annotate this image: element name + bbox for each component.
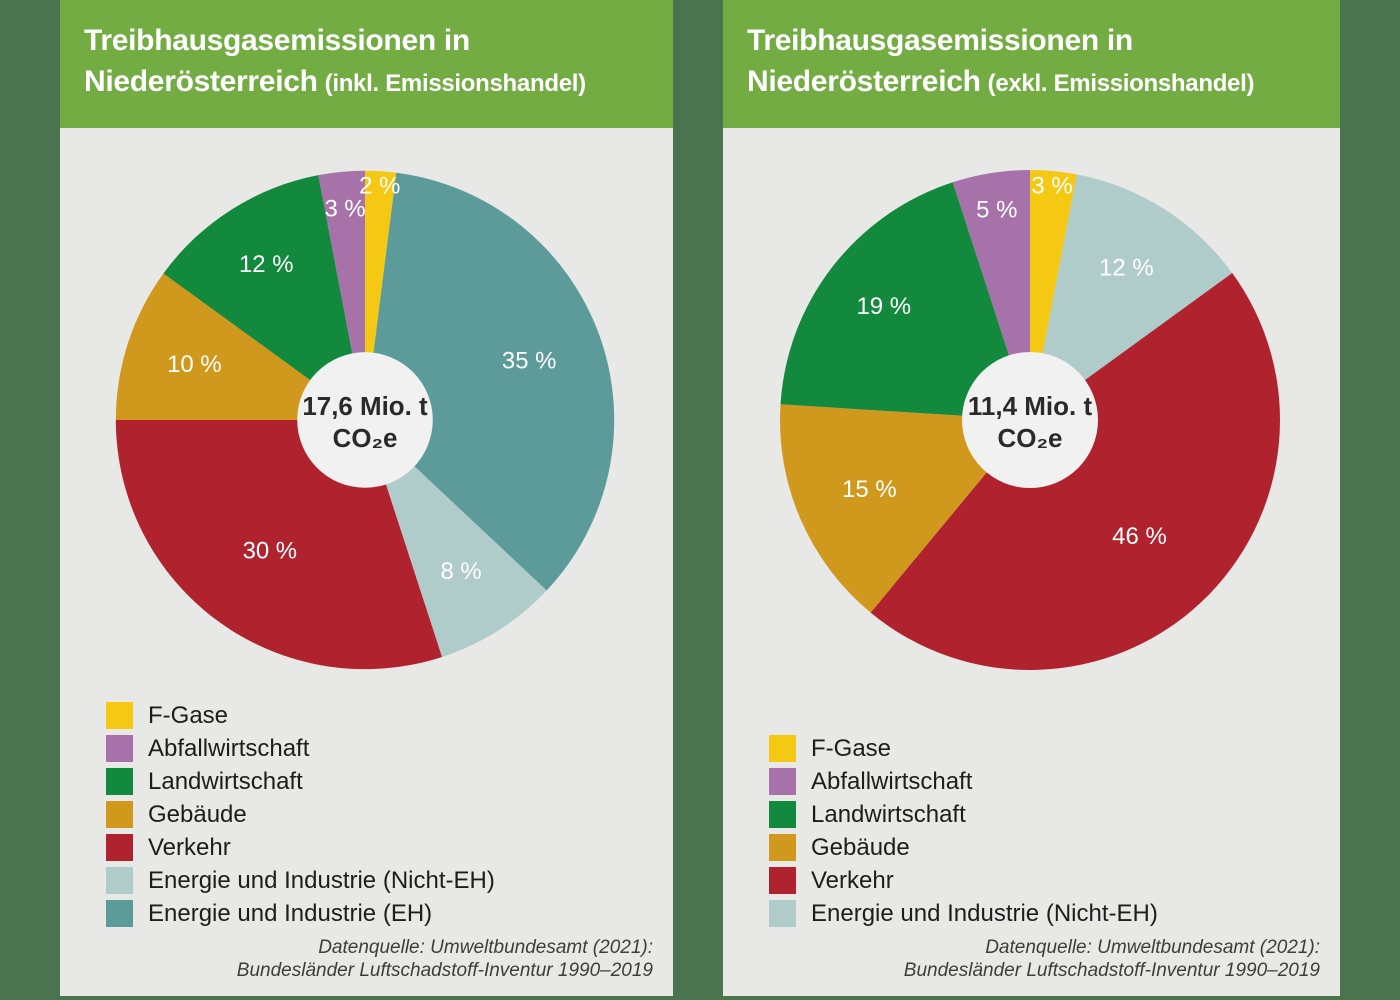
legend-swatch xyxy=(769,768,796,795)
slice-value-label: 5 % xyxy=(976,197,1017,224)
pie-slice-Energie und Industrie (Nicht-EH) xyxy=(1030,174,1233,420)
chart-legend: F-Gase Abfallwirtschaft Landwirtschaft Gebä… xyxy=(60,686,673,930)
legend-swatch xyxy=(106,735,133,762)
legend-item: Gebäude xyxy=(106,798,673,831)
legend-swatch xyxy=(106,801,133,828)
legend-swatch xyxy=(106,834,133,861)
slice-value-label: 3 % xyxy=(1031,173,1072,200)
legend-label: Gebäude xyxy=(811,833,910,861)
legend-swatch xyxy=(769,834,796,861)
legend-item: Energie und Industrie (Nicht-EH) xyxy=(769,897,1340,930)
legend-item: Verkehr xyxy=(769,864,1340,897)
legend-label: Landwirtschaft xyxy=(811,800,966,828)
donut-hole xyxy=(962,352,1098,488)
chart-legend: F-Gase Abfallwirtschaft Landwirtschaft Gebä… xyxy=(723,686,1340,930)
pie-slice-Verkehr xyxy=(870,273,1281,671)
source-line2: Bundesländer Luftschadstoff-Inventur 199… xyxy=(236,960,653,981)
panel-header: Treibhausgasemissionen in Niederösterreic… xyxy=(723,0,1340,128)
legend-item: F-Gase xyxy=(106,699,673,732)
donut-chart: 2 % 35 % 8 % 30 % 10 % 12 % 3 % 17,6 Mio. t CO₂e xyxy=(60,128,673,686)
pie-slice-Gebäude xyxy=(779,404,1030,613)
slice-value-label: 19 % xyxy=(856,293,911,320)
donut-svg: 2 % 35 % 8 % 30 % 10 % 12 % 3 % 17,6 Mio. t CO₂e xyxy=(115,170,615,670)
legend-swatch xyxy=(769,801,796,828)
data-source: Datenquelle: Umweltbundesamt (2021): Bund… xyxy=(60,936,653,982)
legend-label: Landwirtschaft xyxy=(148,767,303,795)
pie-slice-Landwirtschaft xyxy=(163,175,366,420)
source-line1: Datenquelle: Umweltbundesamt (2021): xyxy=(985,937,1320,958)
legend-swatch xyxy=(769,900,796,927)
slice-value-label: 3 % xyxy=(324,196,365,223)
legend-label: Abfallwirtschaft xyxy=(811,767,973,795)
legend-item: Abfallwirtschaft xyxy=(106,732,673,765)
legend-item: Energie und Industrie (Nicht-EH) xyxy=(106,864,673,897)
slice-value-label: 2 % xyxy=(359,173,400,200)
panel-inkl-emissionshandel: Treibhausgasemissionen in Niederösterreic… xyxy=(60,0,673,996)
legend-item: Landwirtschaft xyxy=(769,798,1340,831)
legend-label: Gebäude xyxy=(148,800,247,828)
panel-title: Treibhausgasemissionen in Niederösterreic… xyxy=(747,20,1318,104)
source-line1: Datenquelle: Umweltbundesamt (2021): xyxy=(318,937,653,958)
donut-center-label: CO₂e xyxy=(333,425,398,453)
legend-label: Verkehr xyxy=(811,866,894,894)
data-source: Datenquelle: Umweltbundesamt (2021): Bund… xyxy=(723,936,1320,982)
legend-item: Gebäude xyxy=(769,831,1340,864)
title-note: (exkl. Emissionshandel) xyxy=(987,70,1255,97)
legend-swatch xyxy=(106,867,133,894)
legend-item: Energie und Industrie (EH) xyxy=(106,897,673,930)
slice-value-label: 35 % xyxy=(502,347,557,374)
slice-value-label: 30 % xyxy=(243,538,298,565)
pie-slice-Energie und Industrie (EH) xyxy=(365,172,615,591)
donut-center-label: CO₂e xyxy=(997,423,1062,453)
donut-chart: 3 % 12 % 46 % 15 % 19 % 5 % 11,4 Mio. t CO₂e xyxy=(723,128,1340,686)
panel-header: Treibhausgasemissionen in Niederösterreic… xyxy=(60,0,673,128)
legend-swatch xyxy=(106,768,133,795)
legend-label: Abfallwirtschaft xyxy=(148,734,310,762)
panel-title: Treibhausgasemissionen in Niederösterreic… xyxy=(84,20,651,104)
legend-item: F-Gase xyxy=(769,732,1340,765)
donut-hole xyxy=(297,352,433,488)
title-line1: Treibhausgasemissionen in xyxy=(747,24,1133,57)
legend-swatch xyxy=(106,900,133,927)
title-line2: Niederösterreich xyxy=(747,65,981,98)
slice-value-label: 15 % xyxy=(842,476,897,503)
legend-swatch xyxy=(769,867,796,894)
legend-item: Abfallwirtschaft xyxy=(769,765,1340,798)
pie-slice-Gebäude xyxy=(115,273,366,420)
title-line2: Niederösterreich xyxy=(84,65,318,98)
legend-label: Energie und Industrie (Nicht-EH) xyxy=(148,866,495,894)
slice-value-label: 46 % xyxy=(1112,523,1167,550)
legend-label: Energie und Industrie (EH) xyxy=(148,899,433,927)
pie-slice-Landwirtschaft xyxy=(780,182,1030,420)
legend-label: F-Gase xyxy=(811,734,892,762)
legend-item: Verkehr xyxy=(106,831,673,864)
legend-label: F-Gase xyxy=(148,701,229,729)
slice-value-label: 12 % xyxy=(239,251,294,278)
legend-label: Energie und Industrie (Nicht-EH) xyxy=(811,899,1158,927)
legend-item: Landwirtschaft xyxy=(106,765,673,798)
legend-swatch xyxy=(106,702,133,729)
title-line1: Treibhausgasemissionen in xyxy=(84,24,470,57)
panel-exkl-emissionshandel: Treibhausgasemissionen in Niederösterreic… xyxy=(723,0,1340,996)
legend-label: Verkehr xyxy=(148,833,231,861)
pie-slice-Energie und Industrie (Nicht-EH) xyxy=(365,419,547,657)
title-note: (inkl. Emissionshandel) xyxy=(324,70,586,97)
donut-center-label: 11,4 Mio. t xyxy=(968,391,1093,421)
legend-swatch xyxy=(769,735,796,762)
donut-center-label: 17,6 Mio. t xyxy=(302,393,428,421)
slice-value-label: 12 % xyxy=(1099,255,1154,282)
source-line2: Bundesländer Luftschadstoff-Inventur 199… xyxy=(903,960,1320,981)
slice-value-label: 8 % xyxy=(440,558,481,585)
slice-value-label: 10 % xyxy=(167,351,222,378)
